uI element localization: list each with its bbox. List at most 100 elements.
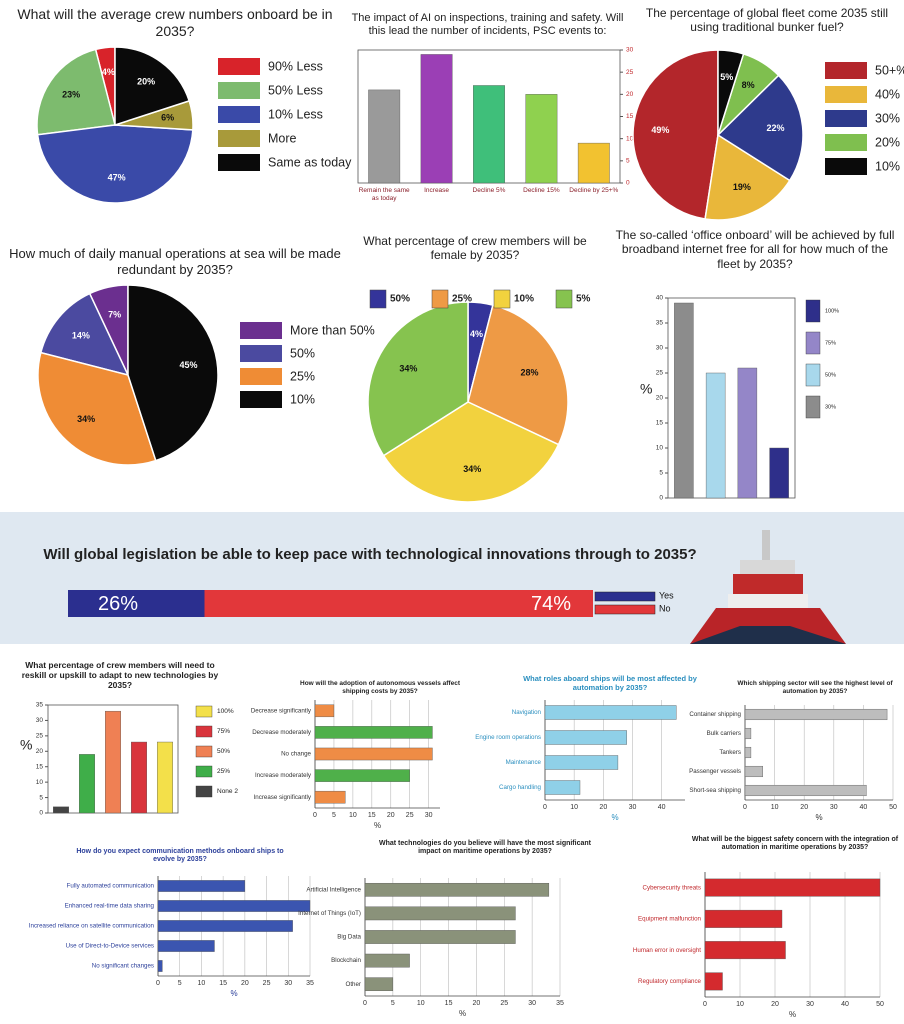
legend-swatch xyxy=(805,363,821,387)
bar xyxy=(364,977,394,992)
x-tick-label: 20 xyxy=(241,980,249,987)
chart-title: What will be the biggest safety concern … xyxy=(691,836,899,852)
x-axis-label: % xyxy=(815,813,822,822)
y-tick-label: 5 xyxy=(626,158,630,165)
bar xyxy=(420,54,453,184)
legend-swatch xyxy=(218,106,260,123)
legend-label: 50% Less xyxy=(268,83,323,97)
x-tick-label: 10 xyxy=(417,1000,425,1007)
y-tick-label: 15 xyxy=(626,113,634,120)
legend-label: Same as today xyxy=(268,155,352,169)
bar xyxy=(704,878,881,897)
x-tick-label: 0 xyxy=(363,1000,367,1007)
y-tick-label: 5 xyxy=(39,794,43,801)
x-tick-label: 40 xyxy=(860,804,868,811)
bar xyxy=(156,741,173,814)
pie-slice xyxy=(382,401,560,503)
bar xyxy=(704,909,783,928)
x-tick-label: 25 xyxy=(263,980,271,987)
y-tick-label: 30 xyxy=(626,47,634,54)
category-label: Passenger vessels xyxy=(689,768,741,775)
legend-swatch xyxy=(825,134,867,151)
y-tick-label: 10 xyxy=(656,445,664,452)
category-label: Short-sea shipping xyxy=(689,787,741,794)
y-tick-label: 25 xyxy=(656,370,664,377)
x-tick-label: 15 xyxy=(219,980,227,987)
legend-swatch xyxy=(805,331,821,355)
slice-label: 5% xyxy=(720,72,733,82)
bar xyxy=(473,85,505,184)
x-tick-label: Decline 5% xyxy=(472,187,506,194)
x-tick-label: 40 xyxy=(841,1001,849,1008)
chart-title: The percentage of global fleet come 2035… xyxy=(645,6,889,35)
bar xyxy=(314,704,335,718)
category-label: Navigation xyxy=(512,709,542,716)
x-tick-label: 50 xyxy=(876,1001,884,1008)
legend-swatch xyxy=(195,705,213,718)
legend-label: 10% xyxy=(290,392,315,406)
category-label: Artificial Intelligence xyxy=(306,886,361,893)
y-tick-label: 20 xyxy=(656,395,664,402)
bar xyxy=(544,730,627,745)
y-tick-label: 20 xyxy=(36,748,44,755)
category-label: Internet of Things (IoT) xyxy=(298,910,361,917)
pie-slice xyxy=(716,74,804,182)
legend-swatch xyxy=(218,58,260,75)
bar xyxy=(525,94,558,184)
category-label: Increased reliance on satellite communic… xyxy=(29,923,155,930)
legend-swatch xyxy=(218,154,260,171)
bar xyxy=(157,920,293,932)
slice-label: 14% xyxy=(72,330,90,340)
x-tick-label: 30 xyxy=(284,980,292,987)
legend-swatch xyxy=(195,725,213,738)
legend-swatch xyxy=(805,299,821,323)
x-axis-label: % xyxy=(789,1010,796,1019)
slice-label: 7% xyxy=(108,310,121,320)
bar xyxy=(314,747,433,761)
slice-label: 45% xyxy=(179,360,197,370)
chart-title: How will the adoption of autonomous vess… xyxy=(300,680,460,695)
bar xyxy=(744,765,763,778)
x-tick-label: 10 xyxy=(349,812,357,819)
legend-swatch xyxy=(825,158,867,175)
category-label: Increase moderately xyxy=(255,772,312,779)
chart-title: What percentage of crew members will be … xyxy=(363,234,587,263)
x-tick-label: 35 xyxy=(556,1000,564,1007)
legend-label: No xyxy=(659,603,671,613)
category-label: Bulk carriers xyxy=(707,730,741,737)
x-tick-label: 20 xyxy=(473,1000,481,1007)
category-label: Equipment malfunction xyxy=(638,916,702,923)
x-tick-label: 0 xyxy=(313,812,317,819)
slice-label: 49% xyxy=(651,125,669,135)
x-tick-label: 20 xyxy=(387,812,395,819)
legend-label: 25% xyxy=(452,294,472,305)
x-axis-label: % xyxy=(374,821,381,830)
legend-label: 90% Less xyxy=(268,59,323,73)
slice-label: 19% xyxy=(733,182,751,192)
bar xyxy=(368,89,401,184)
legend-swatch xyxy=(825,86,867,103)
pie-slice xyxy=(39,292,130,377)
x-tick-label: 10 xyxy=(736,1001,744,1008)
legend-label: 50% xyxy=(390,294,410,305)
legend-swatch xyxy=(240,368,282,385)
chart-title: What will the average crew numbers onboa… xyxy=(17,6,333,39)
chart-title: How much of daily manual operations at s… xyxy=(9,246,341,277)
bar xyxy=(544,755,619,770)
y-tick-label: 10 xyxy=(36,779,44,786)
bar xyxy=(577,142,610,184)
slice-label: 34% xyxy=(77,414,95,424)
y-tick-label: 25 xyxy=(626,69,634,76)
bar xyxy=(674,302,694,499)
category-label: Fully automated communication xyxy=(67,883,155,890)
category-label: Other xyxy=(346,981,361,988)
bar xyxy=(744,784,867,797)
category-label: Decrease significantly xyxy=(251,707,312,714)
legend-swatch xyxy=(218,130,260,147)
mast xyxy=(762,530,770,570)
y-axis-label: % xyxy=(20,737,32,753)
x-tick-label: 30 xyxy=(528,1000,536,1007)
legend-label: 30% xyxy=(825,404,836,410)
legend-label: 30% xyxy=(875,111,900,125)
